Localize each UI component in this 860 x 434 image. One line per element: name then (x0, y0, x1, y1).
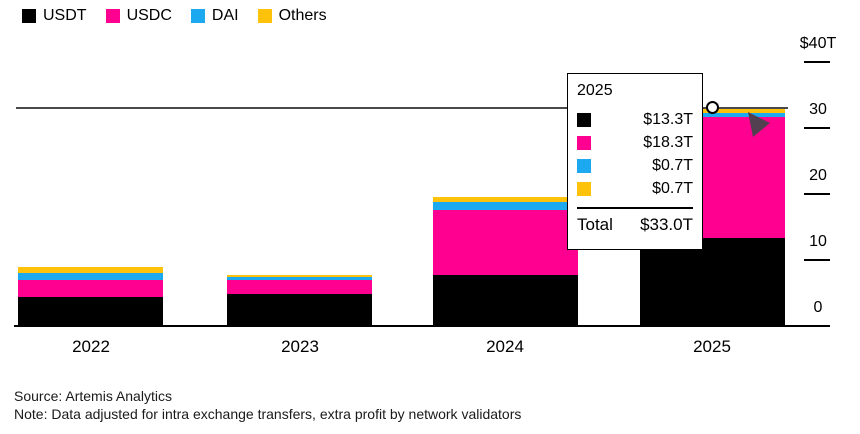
y-tick-label: $40T (799, 35, 837, 52)
legend-label-others: Others (278, 7, 327, 24)
bar-segment-2022-others[interactable] (18, 266, 163, 273)
legend-label-dai: DAI (211, 7, 239, 24)
methodology-note: Note: Data adjusted for intra exchange t… (14, 406, 522, 422)
legend: USDT USDC DAI Others (22, 7, 327, 25)
tooltip-swatch-others-icon (577, 181, 591, 196)
bar-segment-2024-dai[interactable] (433, 201, 578, 210)
legend-swatch-others-icon (257, 9, 272, 23)
bar-segment-2023-usdc[interactable] (227, 279, 372, 295)
y-tick-label: 30 (809, 101, 827, 118)
tooltip-divider (577, 207, 693, 209)
bar-segment-2023-usdt[interactable] (227, 294, 372, 326)
tooltip-row-others: $0.7T (577, 177, 693, 200)
legend-label-usdt: USDT (43, 7, 87, 24)
bar-segment-2022-usdt[interactable] (18, 296, 163, 326)
y-tick-mark (804, 127, 830, 129)
legend-item-dai[interactable]: DAI (190, 7, 239, 25)
bar-segment-2023-dai[interactable] (227, 277, 372, 280)
legend-item-usdt[interactable]: USDT (22, 7, 87, 25)
hover-crosshair-line (16, 106, 788, 109)
x-axis-line (14, 325, 830, 327)
y-tick-label: 20 (809, 167, 827, 184)
tooltip-value-others: $0.7T (652, 179, 693, 197)
bar-segment-2024-others[interactable] (433, 197, 578, 202)
legend-label-usdc: USDC (126, 7, 172, 24)
tooltip-total-label: Total (577, 215, 613, 234)
legend-item-usdc[interactable]: USDC (105, 7, 172, 25)
y-tick-mark (804, 61, 830, 63)
x-label-2025: 2025 (693, 337, 731, 356)
source-note: Source: Artemis Analytics (14, 388, 172, 404)
x-label-2023: 2023 (281, 337, 319, 356)
tooltip-row-dai: $0.7T (577, 154, 693, 177)
legend-swatch-usdc-icon (105, 9, 120, 23)
tooltip-value-dai: $0.7T (652, 156, 693, 174)
bar-segment-2025-dai[interactable] (640, 112, 785, 118)
tooltip-title: 2025 (577, 82, 613, 99)
tooltip-swatch-dai-icon (577, 158, 591, 173)
x-label-2024: 2024 (486, 337, 524, 356)
bar-segment-2022-usdc[interactable] (18, 279, 163, 297)
tooltip-total-row: Total $33.0T (577, 214, 693, 236)
tooltip-value-usdt: $13.3T (643, 110, 693, 128)
tooltip: 2025 $13.3T $18.3T $0.7T $0.7T Total $33… (567, 73, 703, 250)
bar-segment-2024-usdt[interactable] (433, 275, 578, 326)
legend-item-others[interactable]: Others (257, 7, 327, 25)
bar-segment-2025-usdt[interactable] (640, 238, 785, 326)
tooltip-swatch-usdt-icon (577, 112, 591, 127)
legend-swatch-dai-icon (190, 9, 205, 23)
y-tick-mark (804, 259, 830, 261)
tooltip-total-value: $33.0T (640, 215, 693, 234)
y-tick-mark (804, 193, 830, 195)
y-tick-label: 10 (809, 233, 827, 250)
bar-segment-2022-dai[interactable] (18, 272, 163, 280)
legend-swatch-usdt-icon (22, 9, 36, 23)
bar-segment-2024-usdc[interactable] (433, 209, 578, 276)
x-label-2022: 2022 (72, 337, 110, 356)
tooltip-row-usdc: $18.3T (577, 131, 693, 154)
tooltip-value-usdc: $18.3T (643, 133, 693, 151)
tooltip-swatch-usdc-icon (577, 135, 591, 150)
hover-point-marker (706, 101, 719, 115)
y-tick-label: 0 (813, 299, 823, 316)
bar-segment-2023-others[interactable] (227, 274, 372, 278)
tooltip-row-usdt: $13.3T (577, 108, 693, 131)
mouse-cursor-icon (748, 112, 770, 137)
